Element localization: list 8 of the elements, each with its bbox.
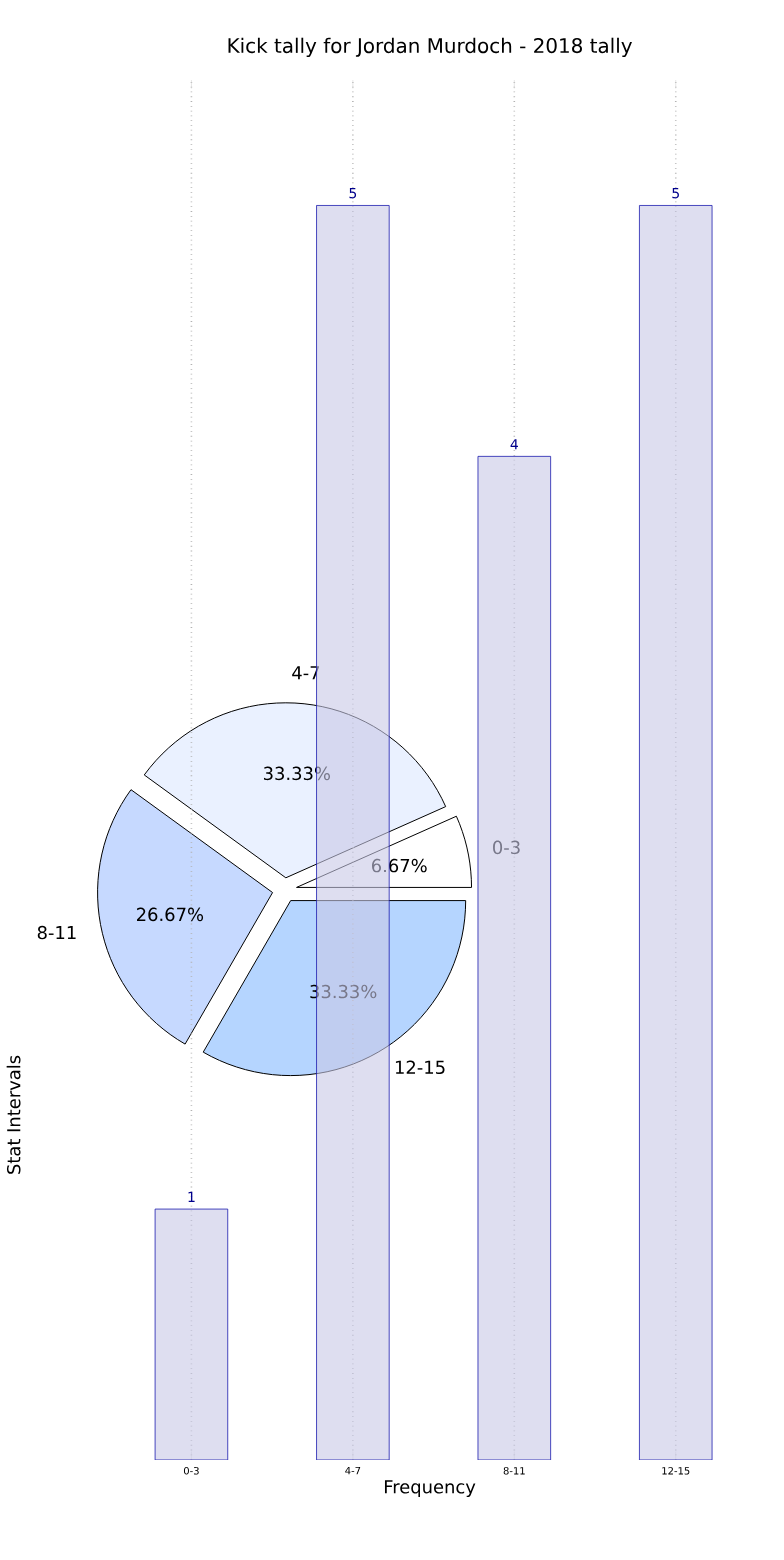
- slice-label: 0-3: [492, 840, 520, 855]
- chart-title: Kick tally for Jordan Murdoch - 2018 tally: [228, 37, 632, 58]
- slice-label: 8-11: [37, 925, 76, 940]
- slice-label: 12-15: [395, 1060, 445, 1075]
- x-axis-title: Frequency: [384, 1480, 476, 1498]
- data-label: 26.67%: [136, 907, 203, 922]
- data-label: 6.67%: [371, 858, 427, 873]
- y-axis-title: Stat Intervals: [6, 1055, 21, 1174]
